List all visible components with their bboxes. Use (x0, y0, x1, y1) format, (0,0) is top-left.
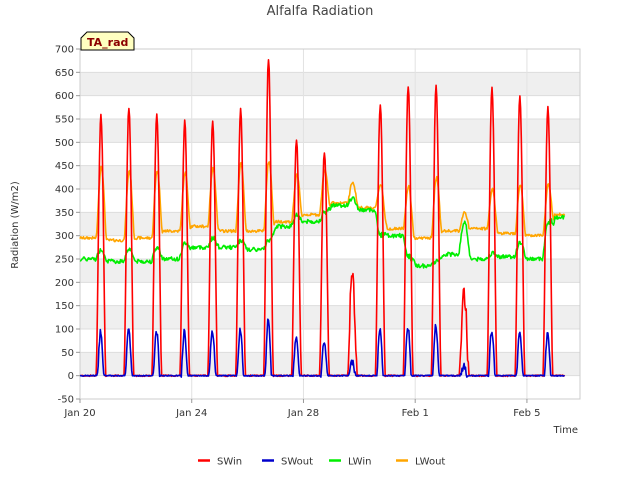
y-axis-title: Radiation (W/m2) (10, 181, 21, 269)
grid-band (80, 72, 580, 96)
x-axis-title: Time (553, 425, 578, 436)
x-tick-label: Feb 1 (402, 408, 429, 419)
y-tick-label: -50 (58, 395, 74, 406)
x-tick-label: Feb 5 (513, 408, 540, 419)
grid-band (80, 259, 580, 283)
y-tick-label: 350 (55, 208, 74, 219)
y-tick-label: 0 (68, 371, 74, 382)
legend-label-swout: SWout (281, 457, 313, 468)
legend: SWin SWout LWin LWout (198, 457, 445, 468)
grid-band (80, 165, 580, 189)
legend-label-lwin: LWin (348, 457, 371, 468)
y-tick-label: 450 (55, 161, 74, 172)
y-tick-label: 50 (61, 348, 74, 359)
y-tick-label: 300 (55, 231, 74, 242)
y-tick-label: 400 (55, 185, 74, 196)
y-tick-label: 500 (55, 138, 74, 149)
y-tick-label: 250 (55, 255, 74, 266)
y-tick-label: 200 (55, 278, 74, 289)
x-tick-label: Jan 24 (175, 408, 207, 419)
grid-band (80, 352, 580, 376)
legend-label-lwout: LWout (415, 457, 445, 468)
badge-label: TA_rad (87, 36, 128, 49)
badge-box (80, 31, 135, 51)
plot-border (79, 48, 581, 400)
y-tick-label: 600 (55, 91, 74, 102)
series-line-swout (79, 318, 565, 378)
grid-band (80, 119, 580, 143)
y-tick-label: 700 (55, 45, 74, 56)
grid-band (80, 305, 580, 329)
x-tick-label: Jan 20 (63, 408, 95, 419)
ta-rad-badge: TA_rad (80, 31, 135, 51)
x-axis-ticks: Jan 20 Jan 24 Jan 28 Feb 1 Feb 5 (63, 399, 541, 419)
y-axis-ticks: -50 0 50 100 150 200 250 300 350 400 450 500 550 600 6… (55, 45, 80, 406)
y-tick-label: 550 (55, 115, 74, 126)
chart-title: Alfalfa Radiation (267, 4, 374, 19)
x-tick-label: Jan 28 (287, 408, 319, 419)
y-tick-label: 150 (55, 301, 74, 312)
legend-label-swin: SWin (217, 457, 242, 468)
y-tick-label: 650 (55, 68, 74, 79)
grid-bands (80, 72, 580, 376)
series-layer (79, 58, 566, 378)
y-tick-label: 100 (55, 325, 74, 336)
